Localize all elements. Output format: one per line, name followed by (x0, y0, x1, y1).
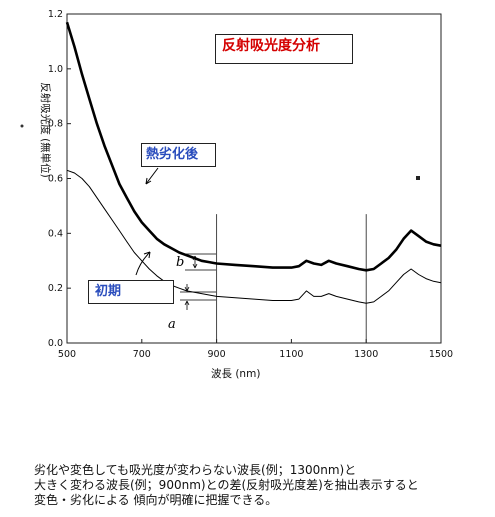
note-line-1: 劣化や変色しても吸光度が変わらない波長(例；1300nm)と (34, 463, 357, 477)
y-tick-label: 1.0 (48, 64, 63, 75)
y-tick-label: 0.8 (48, 119, 63, 130)
difference-marker-b: b (176, 253, 216, 271)
legend-label-initial: 初期 (88, 280, 174, 304)
x-tick-label: 1500 (429, 349, 453, 360)
marker-b-label: b (176, 255, 184, 270)
marker-a-label: a (168, 317, 176, 332)
y-axis-ticks: 0.0 0.2 0.4 0.6 0.8 1.0 1.2 (48, 9, 71, 349)
y-axis-title: 反射吸光度 (無単位) (39, 82, 52, 178)
x-tick-label: 1100 (279, 349, 303, 360)
initial-label-arrow (135, 251, 151, 276)
stray-dot-mark (20, 124, 24, 128)
y-tick-label: 0.0 (48, 338, 63, 349)
x-tick-label: 1300 (354, 349, 378, 360)
legend-label-after-heat: 熱劣化後 (141, 143, 216, 167)
note-line-3: 変色・劣化による 傾向が明確に把握できる。 (34, 493, 278, 507)
series-line-after-heat (65, 21, 442, 272)
chart-title: 反射吸光度分析 (215, 34, 353, 64)
y-tick-label: 0.6 (48, 174, 63, 185)
after-label-arrow (145, 167, 159, 185)
x-tick-label: 700 (133, 349, 151, 360)
x-axis-title: 波長 (nm) (211, 367, 260, 380)
absorbance-chart: 0.0 0.2 0.4 0.6 0.8 1.0 1.2 500 700 900 1100 1300 1… (20, 9, 453, 380)
note-line-2: 大きく変わる波長(例；900nm)との差(反射吸光度差)を抽出表示すると (34, 478, 419, 492)
series-line-initial (66, 169, 442, 304)
difference-marker-a: a (168, 284, 216, 332)
stray-square-mark (416, 176, 420, 180)
y-tick-label: 1.2 (48, 9, 63, 20)
y-tick-label: 0.2 (48, 283, 63, 294)
y-tick-label: 0.4 (48, 228, 63, 239)
initial-label-arrowhead (143, 251, 151, 259)
explanation-note: 劣化や変色しても吸光度が変わらない波長(例；1300nm)と 大きく変わる波長(… (34, 463, 484, 508)
x-tick-label: 900 (208, 349, 226, 360)
after-label-arrowhead (145, 177, 152, 185)
x-axis-ticks: 500 700 900 1100 1300 1500 (58, 339, 453, 360)
x-tick-label: 500 (58, 349, 76, 360)
